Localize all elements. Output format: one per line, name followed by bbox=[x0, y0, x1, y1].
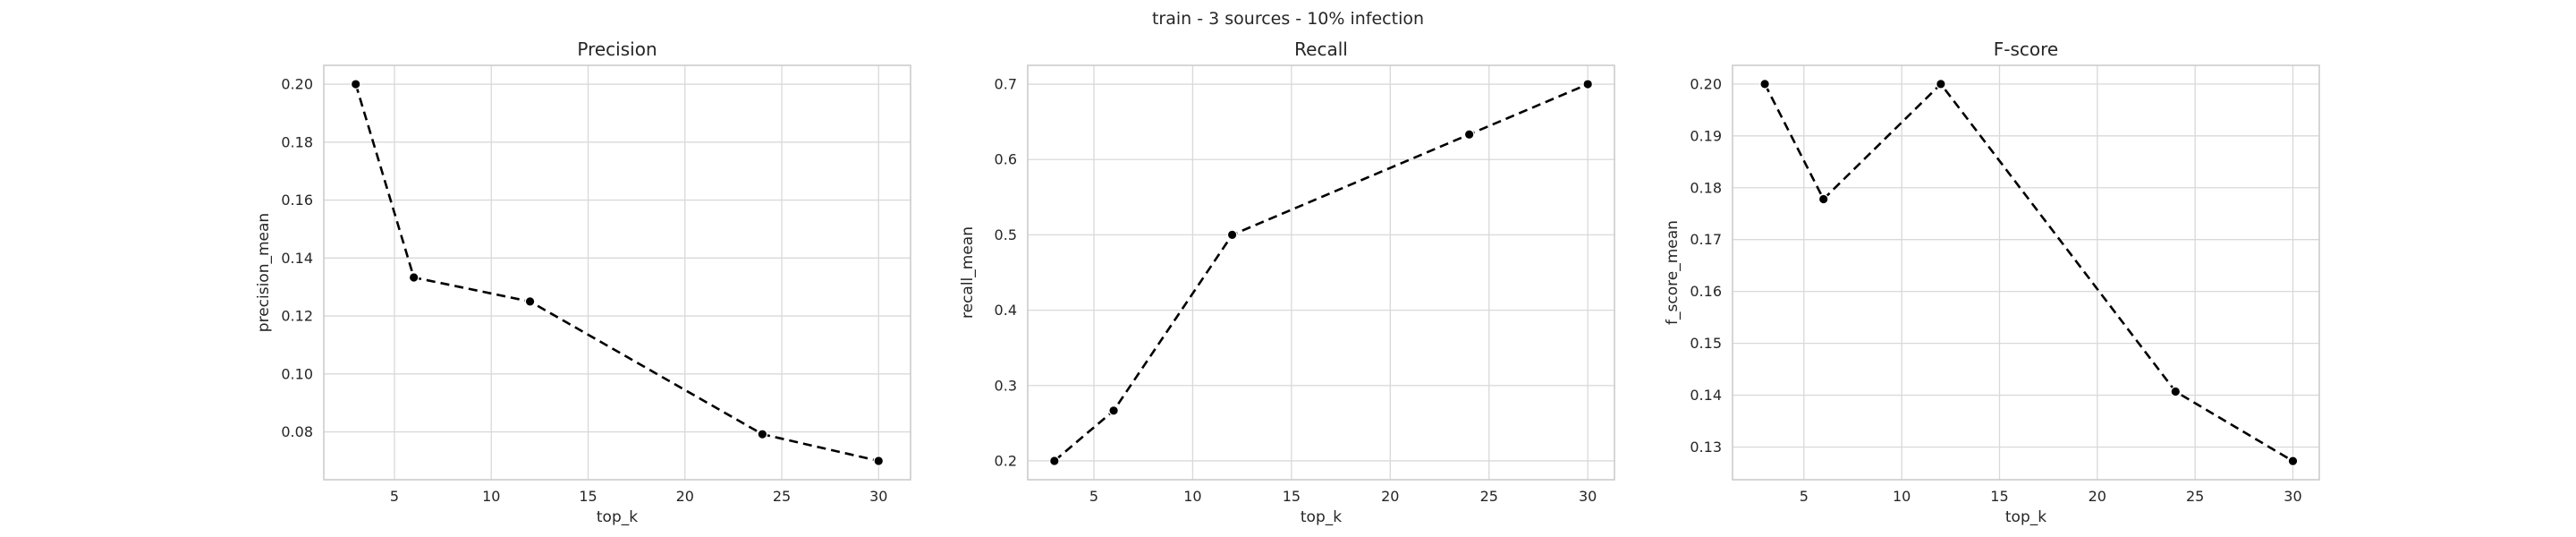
y-tick-label: 0.14 bbox=[1690, 387, 1722, 404]
data-point bbox=[1108, 405, 1119, 416]
y-tick-label: 0.16 bbox=[281, 192, 313, 209]
data-point bbox=[524, 296, 536, 307]
panel-title: F-score bbox=[1994, 38, 2058, 60]
data-point bbox=[1582, 79, 1593, 90]
data-point bbox=[1818, 193, 1829, 205]
chart-panel-1: 5 10 15 20 25 30 0.08 0.10 0.12 0.14 0.16 0.18 0.20 P… bbox=[255, 38, 911, 526]
x-tick-label: 30 bbox=[869, 488, 887, 505]
x-tick-label: 15 bbox=[1990, 488, 2008, 505]
x-tick-label: 25 bbox=[773, 488, 791, 505]
y-tick-label: 0.18 bbox=[281, 133, 313, 150]
chart-panel-2: 5 10 15 20 25 30 0.2 0.3 0.4 0.5 0.6 0.7 Recall top_k… bbox=[959, 38, 1615, 526]
x-axis-label: top_k bbox=[2005, 508, 2046, 526]
data-point bbox=[1463, 129, 1475, 140]
y-tick-label: 0.15 bbox=[1690, 335, 1722, 352]
x-tick-label: 25 bbox=[1480, 488, 1498, 505]
y-tick-label: 0.14 bbox=[281, 250, 313, 267]
chart-panel-3: 5 10 15 20 25 30 0.13 0.14 0.15 0.16 0.17 0.18 0.19 0… bbox=[1664, 38, 2320, 526]
data-point bbox=[408, 272, 419, 283]
x-axis-label: top_k bbox=[1301, 508, 1342, 526]
x-tick-label: 15 bbox=[579, 488, 597, 505]
x-tick-label: 10 bbox=[482, 488, 500, 505]
x-tick-label: 20 bbox=[1381, 488, 1399, 505]
y-axis-label: recall_mean bbox=[959, 226, 977, 319]
data-point bbox=[757, 429, 768, 439]
y-tick-label: 0.7 bbox=[995, 76, 1017, 93]
x-tick-label: 10 bbox=[1893, 488, 1911, 505]
y-axis-label: f_score_mean bbox=[1664, 220, 1682, 325]
y-tick-label: 0.2 bbox=[995, 452, 1017, 469]
x-tick-label: 25 bbox=[2186, 488, 2204, 505]
x-tick-label: 15 bbox=[1283, 488, 1301, 505]
data-point bbox=[873, 456, 885, 466]
x-axis-label: top_k bbox=[597, 508, 638, 526]
y-tick-label: 0.13 bbox=[1690, 439, 1722, 456]
x-tick-label: 30 bbox=[1579, 488, 1597, 505]
y-tick-label: 0.6 bbox=[995, 151, 1017, 168]
x-tick-label: 5 bbox=[1800, 488, 1809, 505]
y-tick-label: 0.4 bbox=[995, 302, 1017, 319]
y-tick-label: 0.18 bbox=[1690, 179, 1722, 196]
y-tick-label: 0.10 bbox=[281, 365, 313, 382]
x-tick-label: 20 bbox=[676, 488, 694, 505]
panel-title: Precision bbox=[577, 38, 657, 60]
data-point bbox=[1759, 79, 1770, 90]
y-tick-label: 0.16 bbox=[1690, 283, 1722, 300]
series-line bbox=[1763, 81, 2294, 463]
plot-frame bbox=[1027, 64, 1615, 481]
y-tick-label: 0.20 bbox=[281, 76, 313, 93]
x-tick-label: 10 bbox=[1183, 488, 1201, 505]
x-tick-label: 5 bbox=[390, 488, 399, 505]
x-tick-label: 30 bbox=[2284, 488, 2301, 505]
data-point bbox=[350, 79, 361, 90]
data-point bbox=[1049, 456, 1060, 466]
figure-suptitle: train - 3 sources - 10% infection bbox=[1152, 9, 1424, 29]
data-point bbox=[1936, 79, 1946, 90]
series-line bbox=[1053, 82, 1589, 462]
y-tick-label: 0.08 bbox=[281, 423, 313, 440]
y-tick-label: 0.17 bbox=[1690, 231, 1722, 248]
x-tick-label: 20 bbox=[2089, 488, 2106, 505]
y-axis-label: precision_mean bbox=[255, 213, 273, 332]
y-tick-label: 0.12 bbox=[281, 308, 313, 325]
plot-frame bbox=[323, 64, 911, 481]
y-tick-label: 0.19 bbox=[1690, 127, 1722, 144]
x-tick-label: 5 bbox=[1089, 488, 1098, 505]
data-point bbox=[2287, 456, 2299, 466]
y-tick-label: 0.5 bbox=[995, 226, 1017, 243]
panel-title: Recall bbox=[1294, 38, 1348, 60]
data-point bbox=[2170, 386, 2182, 397]
data-point bbox=[1226, 229, 1238, 241]
y-tick-label: 0.3 bbox=[995, 377, 1017, 394]
plot-frame bbox=[1732, 64, 2320, 481]
y-tick-label: 0.20 bbox=[1690, 75, 1722, 92]
series-line bbox=[354, 83, 879, 463]
